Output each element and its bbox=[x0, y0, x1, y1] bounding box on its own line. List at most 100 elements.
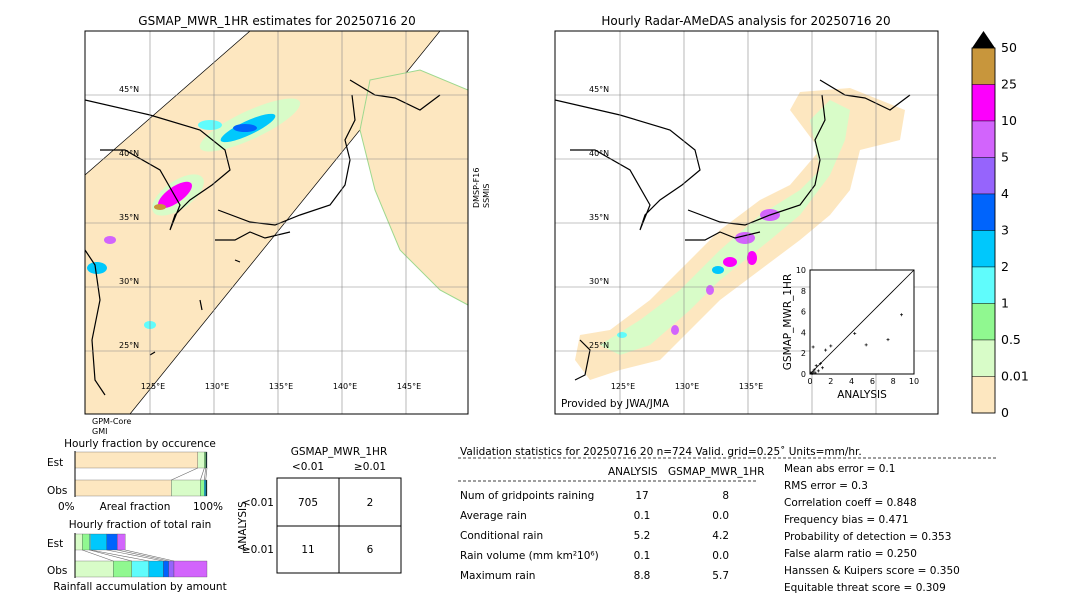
svg-text:35°N: 35°N bbox=[589, 213, 609, 222]
fraction-connector bbox=[90, 549, 149, 562]
fraction-connector bbox=[89, 549, 132, 562]
stat-label: Average rain bbox=[460, 510, 527, 522]
right-map: Hourly Radar-AMeDAS analysis for 2025071… bbox=[554, 14, 939, 415]
left-map-title: GSMAP_MWR_1HR estimates for 20250716 20 bbox=[138, 14, 415, 28]
occurrence-xlabel: Areal fraction bbox=[100, 501, 171, 513]
score-line: RMS error = 0.3 bbox=[784, 480, 868, 492]
svg-text:45°N: 45°N bbox=[589, 85, 609, 94]
colorbar-segment bbox=[971, 230, 996, 268]
fraction-bar-segment bbox=[200, 479, 205, 497]
fraction-connector bbox=[205, 467, 208, 481]
scatter-point bbox=[853, 331, 857, 335]
scatter-point bbox=[864, 343, 868, 347]
svg-text:125°E: 125°E bbox=[611, 382, 635, 391]
right-map-title: Hourly Radar-AMeDAS analysis for 2025071… bbox=[601, 14, 890, 28]
colorbar-label: 0.5 bbox=[1001, 332, 1021, 347]
occurrence-tick-left: 0% bbox=[58, 501, 75, 513]
colorbar-segment bbox=[971, 376, 996, 414]
fraction-bar-segment bbox=[89, 533, 91, 551]
fraction-connector bbox=[125, 549, 175, 562]
scatter-point bbox=[812, 368, 816, 372]
rain-obs-label: Obs bbox=[47, 565, 67, 577]
left-map: GSMAP_MWR_1HR estimates for 20250716 20 bbox=[84, 14, 491, 436]
scatter-point bbox=[820, 366, 824, 370]
score-line: False alarm ratio = 0.250 bbox=[784, 548, 917, 560]
svg-text:40°N: 40°N bbox=[589, 149, 609, 158]
colorbar-segment bbox=[971, 84, 996, 122]
colorbar-segment bbox=[971, 266, 996, 304]
svg-text:40°N: 40°N bbox=[119, 149, 139, 158]
scatter-point bbox=[829, 344, 833, 348]
scatter-x-tick: 10 bbox=[909, 377, 919, 386]
svg-text:125°E: 125°E bbox=[141, 382, 165, 391]
fraction-connector bbox=[200, 467, 205, 481]
fraction-bar-segment bbox=[113, 560, 132, 578]
fraction-connector bbox=[117, 549, 169, 562]
row-label: <0.01 bbox=[242, 497, 274, 509]
score-line: Hanssen & Kuipers score = 0.350 bbox=[784, 565, 960, 577]
colorbar: 50 25 10 5 4 3 2 1 0.5 0.01 0 bbox=[971, 31, 1029, 420]
contingency-row-title: ANALYSIS bbox=[237, 501, 249, 551]
coastlines bbox=[555, 79, 911, 381]
stat-gsmap-value: 4.2 bbox=[712, 530, 729, 542]
fraction-bar-segment bbox=[197, 451, 205, 469]
colorbar-label: 2 bbox=[1001, 259, 1009, 274]
svg-text:25°N: 25°N bbox=[589, 341, 609, 350]
fraction-charts: Hourly fraction by occurence Est Obs 0% … bbox=[47, 438, 227, 593]
right-lat-labels: 45°N 40°N 35°N 30°N 25°N bbox=[589, 85, 609, 350]
gridlines bbox=[555, 31, 938, 414]
scatter-y-tick: 4 bbox=[801, 328, 806, 337]
gridlines bbox=[85, 31, 468, 414]
scatter-point bbox=[813, 371, 817, 375]
colorbar-label: 10 bbox=[1001, 113, 1017, 128]
colorbar-label: 50 bbox=[1001, 40, 1017, 55]
colorbar-label: 0.01 bbox=[1001, 369, 1029, 384]
fraction-connector bbox=[171, 467, 198, 481]
colorbar-label: 1 bbox=[1001, 296, 1009, 311]
svg-text:140°E: 140°E bbox=[333, 382, 357, 391]
fraction-bar-segment bbox=[173, 560, 208, 578]
validation-stats: Validation statistics for 20250716 20 n=… bbox=[458, 446, 996, 594]
stats-header-gsmap: GSMAP_MWR_1HR bbox=[668, 466, 764, 478]
satellite-label-right-2: SSMIS bbox=[482, 184, 491, 209]
stat-label: Num of gridpoints raining bbox=[460, 490, 594, 502]
fraction-connector bbox=[82, 549, 114, 562]
colorbar-segment bbox=[971, 120, 996, 158]
col-label: <0.01 bbox=[292, 461, 324, 473]
stats-title: Validation statistics for 20250716 20 n=… bbox=[460, 446, 862, 458]
fraction-bar-segment bbox=[106, 533, 118, 551]
satellite-label-right: DMSP-F16 bbox=[472, 168, 481, 208]
rain-est-label: Est bbox=[47, 538, 63, 550]
rain-areas bbox=[87, 98, 301, 329]
stat-label: Maximum rain bbox=[460, 570, 535, 582]
colorbar-segment bbox=[971, 303, 996, 341]
colorbar-label: 5 bbox=[1001, 150, 1009, 165]
scatter-x-tick: 6 bbox=[870, 377, 875, 386]
satellite-label-bottom: GPM-Core bbox=[92, 417, 131, 426]
fraction-bar-segment bbox=[204, 451, 206, 469]
stat-label: Conditional rain bbox=[460, 530, 543, 542]
svg-text:135°E: 135°E bbox=[739, 382, 763, 391]
scatter-point bbox=[886, 338, 890, 342]
colorbar-label: 0 bbox=[1001, 405, 1009, 420]
scatter-y-tick: 0 bbox=[801, 370, 806, 379]
fraction-bar-segment bbox=[82, 533, 90, 551]
stat-gsmap-value: 0.0 bbox=[712, 550, 729, 562]
svg-text:145°E: 145°E bbox=[397, 382, 421, 391]
fraction-connector bbox=[204, 467, 206, 481]
scatter-point bbox=[814, 364, 818, 368]
svg-text:30°N: 30°N bbox=[589, 277, 609, 286]
scatter-y-tick: 6 bbox=[801, 308, 806, 317]
fraction-bar-segment bbox=[148, 560, 164, 578]
row-label: ≥0.01 bbox=[242, 544, 274, 556]
occurrence-tick-right: 100% bbox=[193, 501, 223, 513]
occurrence-obs-label: Obs bbox=[47, 485, 67, 497]
fraction-connector bbox=[106, 549, 164, 562]
stat-analysis-value: 8.8 bbox=[634, 570, 651, 582]
colorbar-extend-triangle bbox=[972, 31, 995, 48]
stat-gsmap-value: 8 bbox=[722, 490, 729, 502]
scatter-x-tick: 8 bbox=[891, 377, 896, 386]
fraction-bar-segment bbox=[163, 560, 169, 578]
coastlines bbox=[85, 79, 441, 396]
right-lon-labels: 125°E 130°E 135°E bbox=[611, 382, 763, 391]
